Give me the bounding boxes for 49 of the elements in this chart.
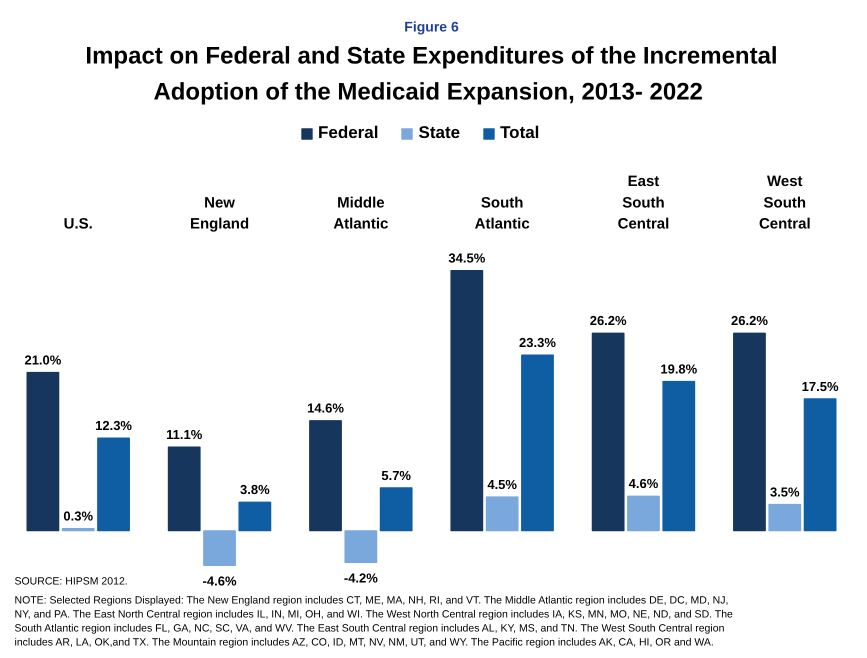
data-label: 21.0% (24, 352, 62, 368)
x-tick-label: West South Central (758, 173, 811, 232)
bar (627, 496, 660, 532)
data-label: 4.6% (628, 476, 659, 492)
x-tick-label: Middle Atlantic (333, 194, 388, 232)
legend-label: State (418, 123, 460, 143)
data-label: 26.2% (590, 313, 628, 328)
bar (486, 496, 519, 532)
data-label: -4.2% (344, 570, 378, 586)
bar (521, 354, 554, 532)
data-label: -4.6% (202, 574, 237, 588)
data-label: 3.8% (240, 482, 270, 498)
data-label: 23.3% (519, 335, 556, 350)
data-label: 34.5% (448, 250, 486, 266)
data-label: 11.1% (166, 427, 203, 442)
bar (203, 530, 236, 566)
bar (168, 446, 201, 532)
bar (26, 372, 60, 532)
bar (733, 332, 766, 532)
x-tick-label: East South Central (618, 173, 670, 232)
bar (309, 420, 342, 532)
bar (592, 332, 625, 532)
legend-label: Total (500, 123, 540, 143)
text: NOTE: Selected Regions Displayed: The New England region includes CT, ME, MA, NH, RI, and VT. The Middle Atlantic region includes DE, DC, MD, NJ, NY, and PA. The East North Central region includes IL, IN, MI, OH, and WI. The West North Central region includes IA, KS, MN, MO, NE, ND, and SD. The South Atlantic region includes FL, GA, NC, SC, VA, and WV. The East South Central region includes AL, KY, MS, and TN. The West South Central region includes AR, LA, OK,and TX. The Mountain region includes AZ, CO, ID, MT, NV, NM, UT, and WY. The Pacific region includes AK, CA, HI, OR and WA. (14, 594, 734, 648)
bar (450, 270, 484, 532)
data-label: 3.5% (770, 484, 800, 500)
chart-title: Impact on Federal and State Expenditures of the Incremental Adoption of the Medicaid Expansion, 2013- 2022 (85, 42, 778, 106)
data-label: 26.2% (731, 313, 768, 328)
data-label: 17.5% (802, 378, 839, 394)
x-tick-label: South Atlantic (474, 194, 530, 232)
data-label: 5.7% (381, 468, 412, 483)
caption: Figure 6 (404, 18, 459, 34)
data-label: 19.8% (660, 361, 698, 376)
data-label: 4.5% (487, 476, 518, 492)
bar (768, 504, 802, 532)
bar (662, 380, 696, 532)
bar (804, 398, 837, 532)
bar (344, 530, 378, 563)
bar (97, 437, 130, 532)
source-note: SOURCE: HIPSM 2012. (14, 576, 128, 588)
data-label: 14.6% (307, 400, 344, 416)
x-tick-label: U.S. (64, 216, 93, 232)
x-tick-label: New England (190, 194, 250, 232)
legend-label: Federal (318, 123, 378, 143)
data-label: 0.3% (63, 508, 94, 524)
bar (238, 502, 272, 532)
bar (62, 528, 95, 532)
bar (380, 487, 413, 532)
data-label: 12.3% (95, 418, 132, 433)
